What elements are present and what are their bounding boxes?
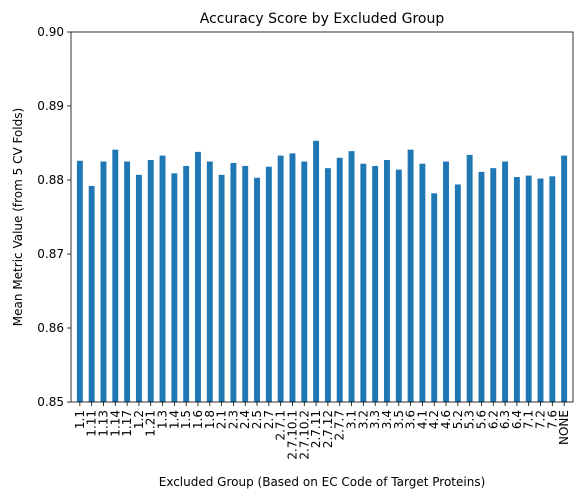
x-tick-label: 1.11 — [85, 410, 99, 437]
x-tick-label: 7.2 — [534, 410, 548, 429]
x-tick-label: 3.5 — [392, 410, 406, 429]
bar — [431, 193, 438, 402]
x-tick-label: 2.7.1 — [274, 410, 288, 441]
x-axis-label: Excluded Group (Based on EC Code of Targ… — [159, 475, 486, 489]
plot-frame — [70, 31, 574, 403]
x-tick-label: 1.14 — [108, 410, 122, 437]
bar — [147, 160, 154, 402]
bar — [277, 155, 284, 402]
y-axis-label: Mean Metric Value (from 5 CV Folds) — [11, 108, 25, 326]
x-tick-label: 2.3 — [226, 410, 240, 429]
bar — [537, 178, 544, 402]
bar — [360, 163, 367, 402]
bar — [348, 151, 355, 402]
y-tick-label: 0.86 — [37, 321, 64, 335]
x-tick-label: 2.7.11 — [309, 410, 323, 448]
x-tick-label: 5.3 — [463, 410, 477, 429]
x-tick-label: 2.7 — [262, 410, 276, 429]
x-tick-label: 1.8 — [203, 410, 217, 429]
x-tick-label: 1.13 — [96, 410, 110, 437]
bar — [395, 169, 402, 402]
x-tick-label: 1.1 — [73, 410, 87, 429]
bars — [76, 140, 568, 402]
bar — [466, 154, 473, 402]
y-tick-label: 0.87 — [37, 247, 64, 261]
bar — [324, 168, 331, 402]
x-tick-label: 1.4 — [167, 410, 181, 429]
bar — [254, 177, 260, 402]
x-tick-label: 1.5 — [179, 410, 193, 429]
bar — [289, 153, 296, 402]
x-tick-label: NONE — [557, 410, 571, 445]
x-tick-label: 1.21 — [144, 410, 158, 437]
bar — [502, 161, 509, 402]
bar — [443, 161, 449, 402]
bar — [88, 185, 95, 402]
bar — [372, 165, 379, 402]
bar — [230, 162, 237, 402]
bar — [135, 174, 142, 402]
bar — [513, 177, 520, 402]
y-tick-label: 0.85 — [37, 395, 64, 409]
x-tick-label: 7.1 — [522, 410, 536, 429]
x-tick-label: 2.4 — [238, 410, 252, 429]
x-tick-label: 2.5 — [250, 410, 264, 429]
x-tick-label: 6.3 — [498, 410, 512, 429]
bar — [525, 175, 532, 402]
y-tick-label: 0.90 — [37, 25, 64, 39]
bar — [100, 161, 107, 402]
bar — [112, 149, 119, 402]
bar — [218, 174, 225, 402]
bar — [124, 161, 131, 402]
bar — [549, 176, 556, 402]
bar — [265, 166, 272, 402]
x-tick-label: 3.4 — [380, 410, 394, 429]
bar — [313, 140, 320, 402]
bar — [478, 171, 485, 402]
bar — [171, 173, 178, 402]
bar — [301, 161, 308, 402]
x-tick-label: 2.7.7 — [333, 410, 347, 441]
bar — [407, 149, 414, 402]
bar — [561, 155, 568, 402]
chart-title: Accuracy Score by Excluded Group — [200, 11, 445, 27]
x-tick-label: 2.7.10.1 — [285, 410, 299, 460]
x-tick-label: 3.2 — [356, 410, 370, 429]
x-tick-label: 5.2 — [451, 410, 465, 429]
bar — [490, 168, 497, 402]
x-tick-label: 2.7.10.2 — [297, 410, 311, 460]
y-axis-ticks: 0.85 0.86 0.87 0.88 0.89 0.90 — [37, 25, 71, 409]
bar — [336, 157, 343, 402]
x-tick-label: 3.6 — [404, 410, 418, 429]
bar — [76, 160, 83, 402]
y-tick-label: 0.89 — [37, 99, 64, 113]
x-tick-label: 7.6 — [545, 410, 559, 429]
x-tick-label: 3.3 — [368, 410, 382, 429]
x-tick-label: 1.2 — [132, 410, 146, 429]
bar — [183, 165, 190, 402]
x-tick-label: 4.6 — [439, 410, 453, 429]
x-axis-ticks: 1.11.111.131.141.171.21.211.31.41.51.61.… — [73, 402, 571, 460]
x-tick-label: 2.1 — [215, 410, 229, 429]
x-tick-label: 4.1 — [415, 410, 429, 429]
bar — [159, 155, 166, 402]
bar — [206, 161, 213, 402]
bar — [242, 165, 249, 402]
bar — [195, 151, 201, 402]
bar — [419, 163, 426, 402]
x-tick-label: 4.2 — [427, 410, 441, 429]
x-tick-label: 1.17 — [120, 410, 134, 437]
bar — [384, 160, 390, 402]
x-tick-label: 1.3 — [156, 410, 170, 429]
bar — [454, 184, 461, 402]
x-tick-label: 2.7.12 — [321, 410, 335, 448]
x-tick-label: 1.6 — [191, 410, 205, 429]
x-tick-label: 3.1 — [345, 410, 359, 429]
x-tick-label: 6.4 — [510, 410, 524, 429]
x-tick-label: 6.2 — [486, 410, 500, 429]
x-tick-label: 5.6 — [474, 410, 488, 429]
y-tick-label: 0.88 — [37, 173, 64, 187]
